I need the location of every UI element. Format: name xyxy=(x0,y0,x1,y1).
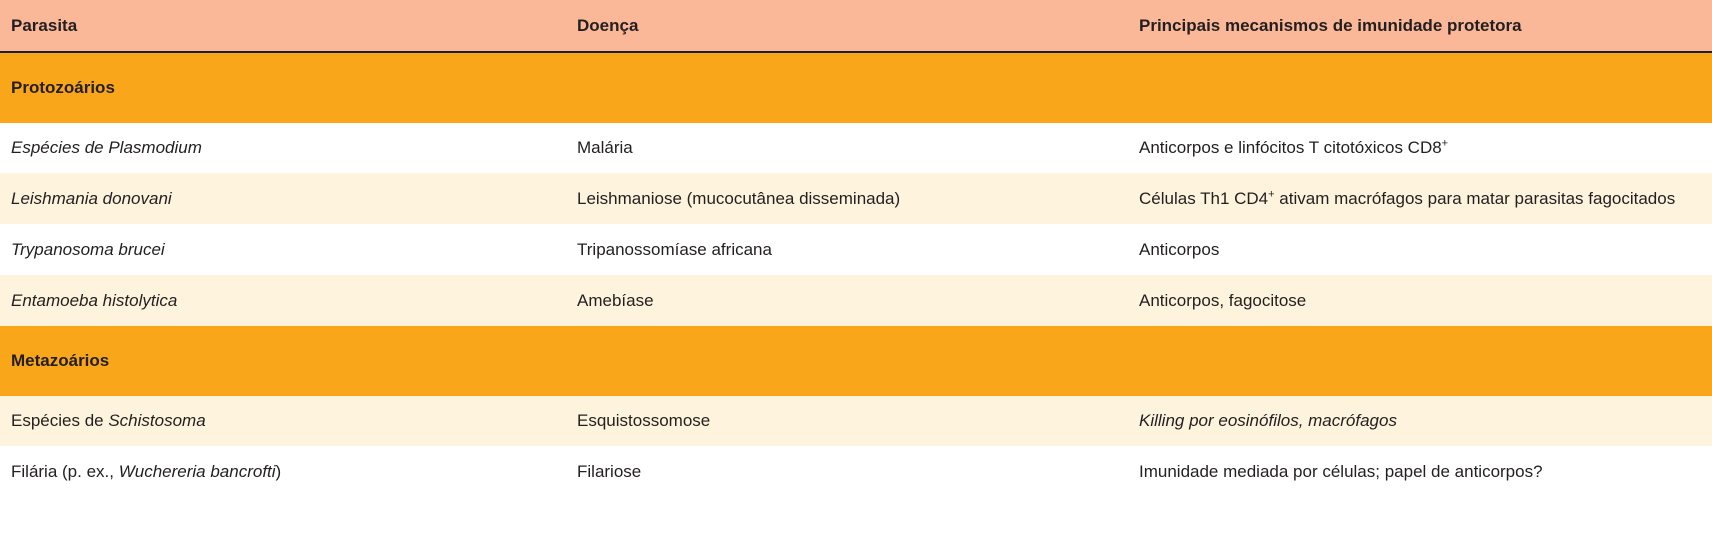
table-row: Filária (p. ex., Wuchereria bancrofti) F… xyxy=(0,446,1712,497)
section-title: Protozoários xyxy=(0,52,1712,123)
section-title: Metazoários xyxy=(0,326,1712,396)
disease-cell: Filariose xyxy=(566,446,1128,497)
mechanism-cell: Imunidade mediada por células; papel de … xyxy=(1128,446,1712,497)
header-parasite: Parasita xyxy=(0,0,566,53)
table-row: Espécies de Plasmodium Malária Anticorpo… xyxy=(0,123,1712,173)
disease-cell: Esquistossomose xyxy=(566,396,1128,446)
mechanism-cell: Anticorpos xyxy=(1128,224,1712,275)
header-disease: Doença xyxy=(566,0,1128,53)
disease-cell: Tripanossomíase africana xyxy=(566,224,1128,275)
disease-cell: Malária xyxy=(566,123,1128,173)
disease-cell: Leishmaniose (mucocutânea disseminada) xyxy=(566,173,1128,224)
section-row-protozoa: Protozoários xyxy=(0,52,1712,123)
parasite-cell: Filária (p. ex., Wuchereria bancrofti) xyxy=(0,446,566,497)
header-mechanisms: Principais mecanismos de imunidade prote… xyxy=(1128,0,1712,53)
table-row: Leishmania donovani Leishmaniose (mucocu… xyxy=(0,173,1712,224)
parasite-immunity-table: Parasita Doença Principais mecanismos de… xyxy=(0,0,1712,497)
section-row-metazoa: Metazoários xyxy=(0,326,1712,396)
disease-cell: Amebíase xyxy=(566,275,1128,326)
parasite-cell: Espécies de Plasmodium xyxy=(0,123,566,173)
table-row: Trypanosoma brucei Tripanossomíase afric… xyxy=(0,224,1712,275)
mechanism-cell: Células Th1 CD4+ ativam macrófagos para … xyxy=(1128,173,1712,224)
mechanism-cell: Anticorpos, fagocitose xyxy=(1128,275,1712,326)
header-row: Parasita Doença Principais mecanismos de… xyxy=(0,0,1712,53)
mechanism-cell: Anticorpos e linfócitos T citotóxicos CD… xyxy=(1128,123,1712,173)
mechanism-cell: Killing por eosinófilos, macrófagos xyxy=(1128,396,1712,446)
parasite-cell: Entamoeba histolytica xyxy=(0,275,566,326)
table-row: Espécies de Schistosoma Esquistossomose … xyxy=(0,396,1712,446)
parasite-cell: Espécies de Schistosoma xyxy=(0,396,566,446)
table-row: Entamoeba histolytica Amebíase Anticorpo… xyxy=(0,275,1712,326)
parasite-cell: Trypanosoma brucei xyxy=(0,224,566,275)
parasite-cell: Leishmania donovani xyxy=(0,173,566,224)
